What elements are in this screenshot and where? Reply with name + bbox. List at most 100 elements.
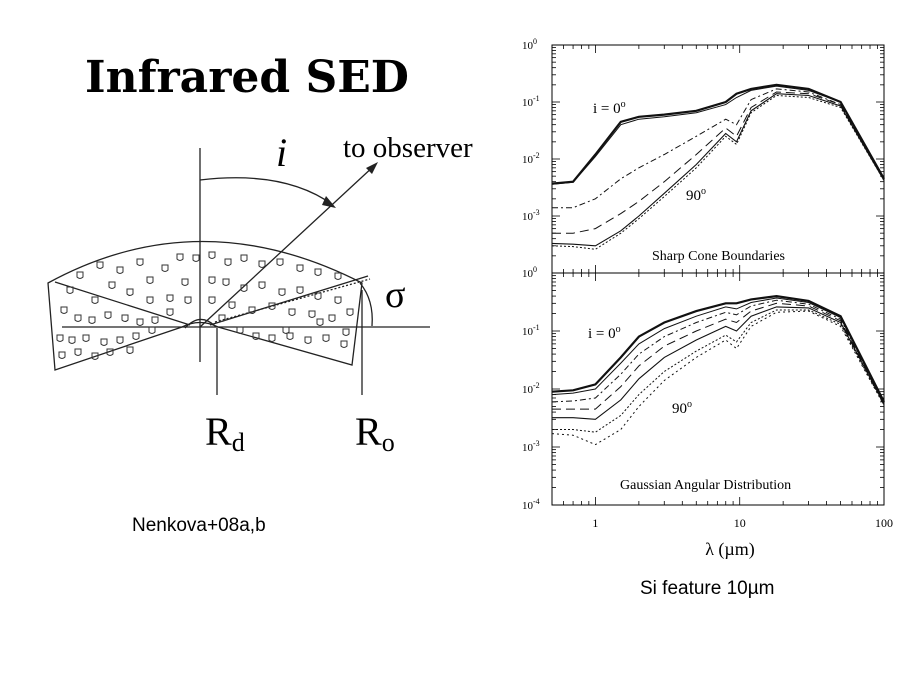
ro-label: Ro [355, 409, 395, 457]
dust-grain [136, 258, 144, 266]
x-axis-label: λ (µm) [705, 539, 755, 560]
dust-grain [184, 296, 192, 304]
inclination-top-label: i = 0o [593, 99, 626, 117]
dust-grain [74, 348, 82, 356]
y-tick-base: 10 [522, 442, 534, 454]
dust-grain [314, 268, 322, 276]
x-tick-label: 10 [734, 516, 746, 530]
dust-grain [146, 296, 154, 304]
observer-label: to observer [343, 132, 473, 164]
dust-grain [88, 316, 96, 324]
dust-grain [146, 276, 154, 284]
plot-frame [551, 44, 885, 274]
y-tick-base: 10 [522, 268, 534, 280]
sed-curve [551, 310, 885, 446]
sed-curve [551, 93, 885, 247]
y-tick-exponent: -1 [533, 94, 540, 103]
dust-grain [176, 253, 184, 261]
y-tick-exponent: -2 [533, 151, 540, 160]
y-tick-base: 10 [522, 500, 534, 512]
dust-grain [304, 336, 312, 344]
ro-label-main: R [355, 409, 382, 454]
dust-grain [296, 286, 304, 294]
dust-grain [136, 318, 144, 326]
inclination-label: i [276, 130, 287, 175]
inclination-arc [199, 177, 334, 206]
degree-mark: o [701, 186, 706, 197]
dust-grain [68, 336, 76, 344]
dust-grain [104, 311, 112, 319]
dust-grain [334, 296, 342, 304]
y-tick-label: 10-4 [522, 497, 540, 512]
slide-title: Infrared SED [85, 52, 409, 103]
sed-curve [551, 297, 885, 403]
dust-grain [228, 301, 236, 309]
sed-curve [552, 309, 885, 433]
y-tick-base: 10 [522, 40, 534, 52]
y-tick-exponent: 0 [533, 265, 537, 274]
dust-grain [252, 332, 260, 340]
sed-curve [551, 294, 885, 403]
inclination-top-label-text: i = 0 [593, 101, 621, 117]
dust-grain [192, 254, 200, 262]
dust-grain [82, 334, 90, 342]
dust-grain [278, 288, 286, 296]
dust-grain [151, 316, 159, 324]
y-tick-exponent: -3 [533, 208, 540, 217]
sed-curve [551, 299, 885, 403]
dust-grain [121, 314, 129, 322]
x-tick-label: 100 [875, 516, 893, 530]
dust-grain [108, 281, 116, 289]
dust-grain [116, 266, 124, 274]
sigma-label: σ [385, 274, 405, 316]
dust-grain [314, 292, 322, 300]
torus-diagram: i to observer σ Rd Ro [47, 130, 473, 457]
dust-grain [218, 314, 226, 322]
inclination-arrowhead [322, 196, 336, 208]
dust-grain [116, 336, 124, 344]
dust-grain [328, 314, 336, 322]
panel-annotation: Sharp Cone Boundaries [652, 249, 785, 264]
inclination-top-label-text: i = 0 [588, 326, 616, 342]
sed-curve [551, 85, 885, 185]
dust-grain [208, 296, 216, 304]
dust-grain [166, 294, 174, 302]
panel-annotation: Gaussian Angular Distribution [620, 478, 791, 493]
dust-grain [132, 332, 140, 340]
caption-si-feature: Si feature 10µm [640, 578, 775, 599]
degree-mark: o [621, 99, 626, 110]
dust-grain [100, 338, 108, 346]
observer-arrowhead [366, 162, 378, 174]
inclination-top-label: i = 0o [588, 324, 621, 342]
dust-grain [222, 278, 230, 286]
degree-mark: o [616, 324, 621, 335]
dust-grain [91, 352, 99, 360]
dust-grain [248, 306, 256, 314]
y-tick-exponent: -2 [533, 381, 540, 390]
dust-grain [56, 334, 64, 342]
dust-grain [106, 348, 114, 356]
torus-left-cone-edge [54, 281, 191, 326]
dust-grain [74, 314, 82, 322]
dust-grain [346, 308, 354, 316]
dust-grain [224, 258, 232, 266]
caption-reference: Nenkova+08a,b [132, 515, 266, 536]
dust-grain [166, 308, 174, 316]
rd-label: Rd [205, 409, 245, 457]
dust-grain [258, 260, 266, 268]
dust-grain [316, 318, 324, 326]
dust-grain [334, 272, 342, 280]
dust-grain [286, 332, 294, 340]
sed-curve [552, 306, 885, 420]
dust-grain [342, 328, 350, 336]
y-tick-label: 100 [522, 37, 537, 52]
y-tick-label: 10-3 [522, 439, 540, 454]
y-tick-exponent: -3 [533, 439, 540, 448]
y-tick-label: 10-2 [522, 381, 540, 396]
dust-grains [56, 251, 354, 360]
dust-grain [60, 306, 68, 314]
dust-grain [161, 264, 169, 272]
dust-grain [91, 296, 99, 304]
dust-grain [76, 271, 84, 279]
